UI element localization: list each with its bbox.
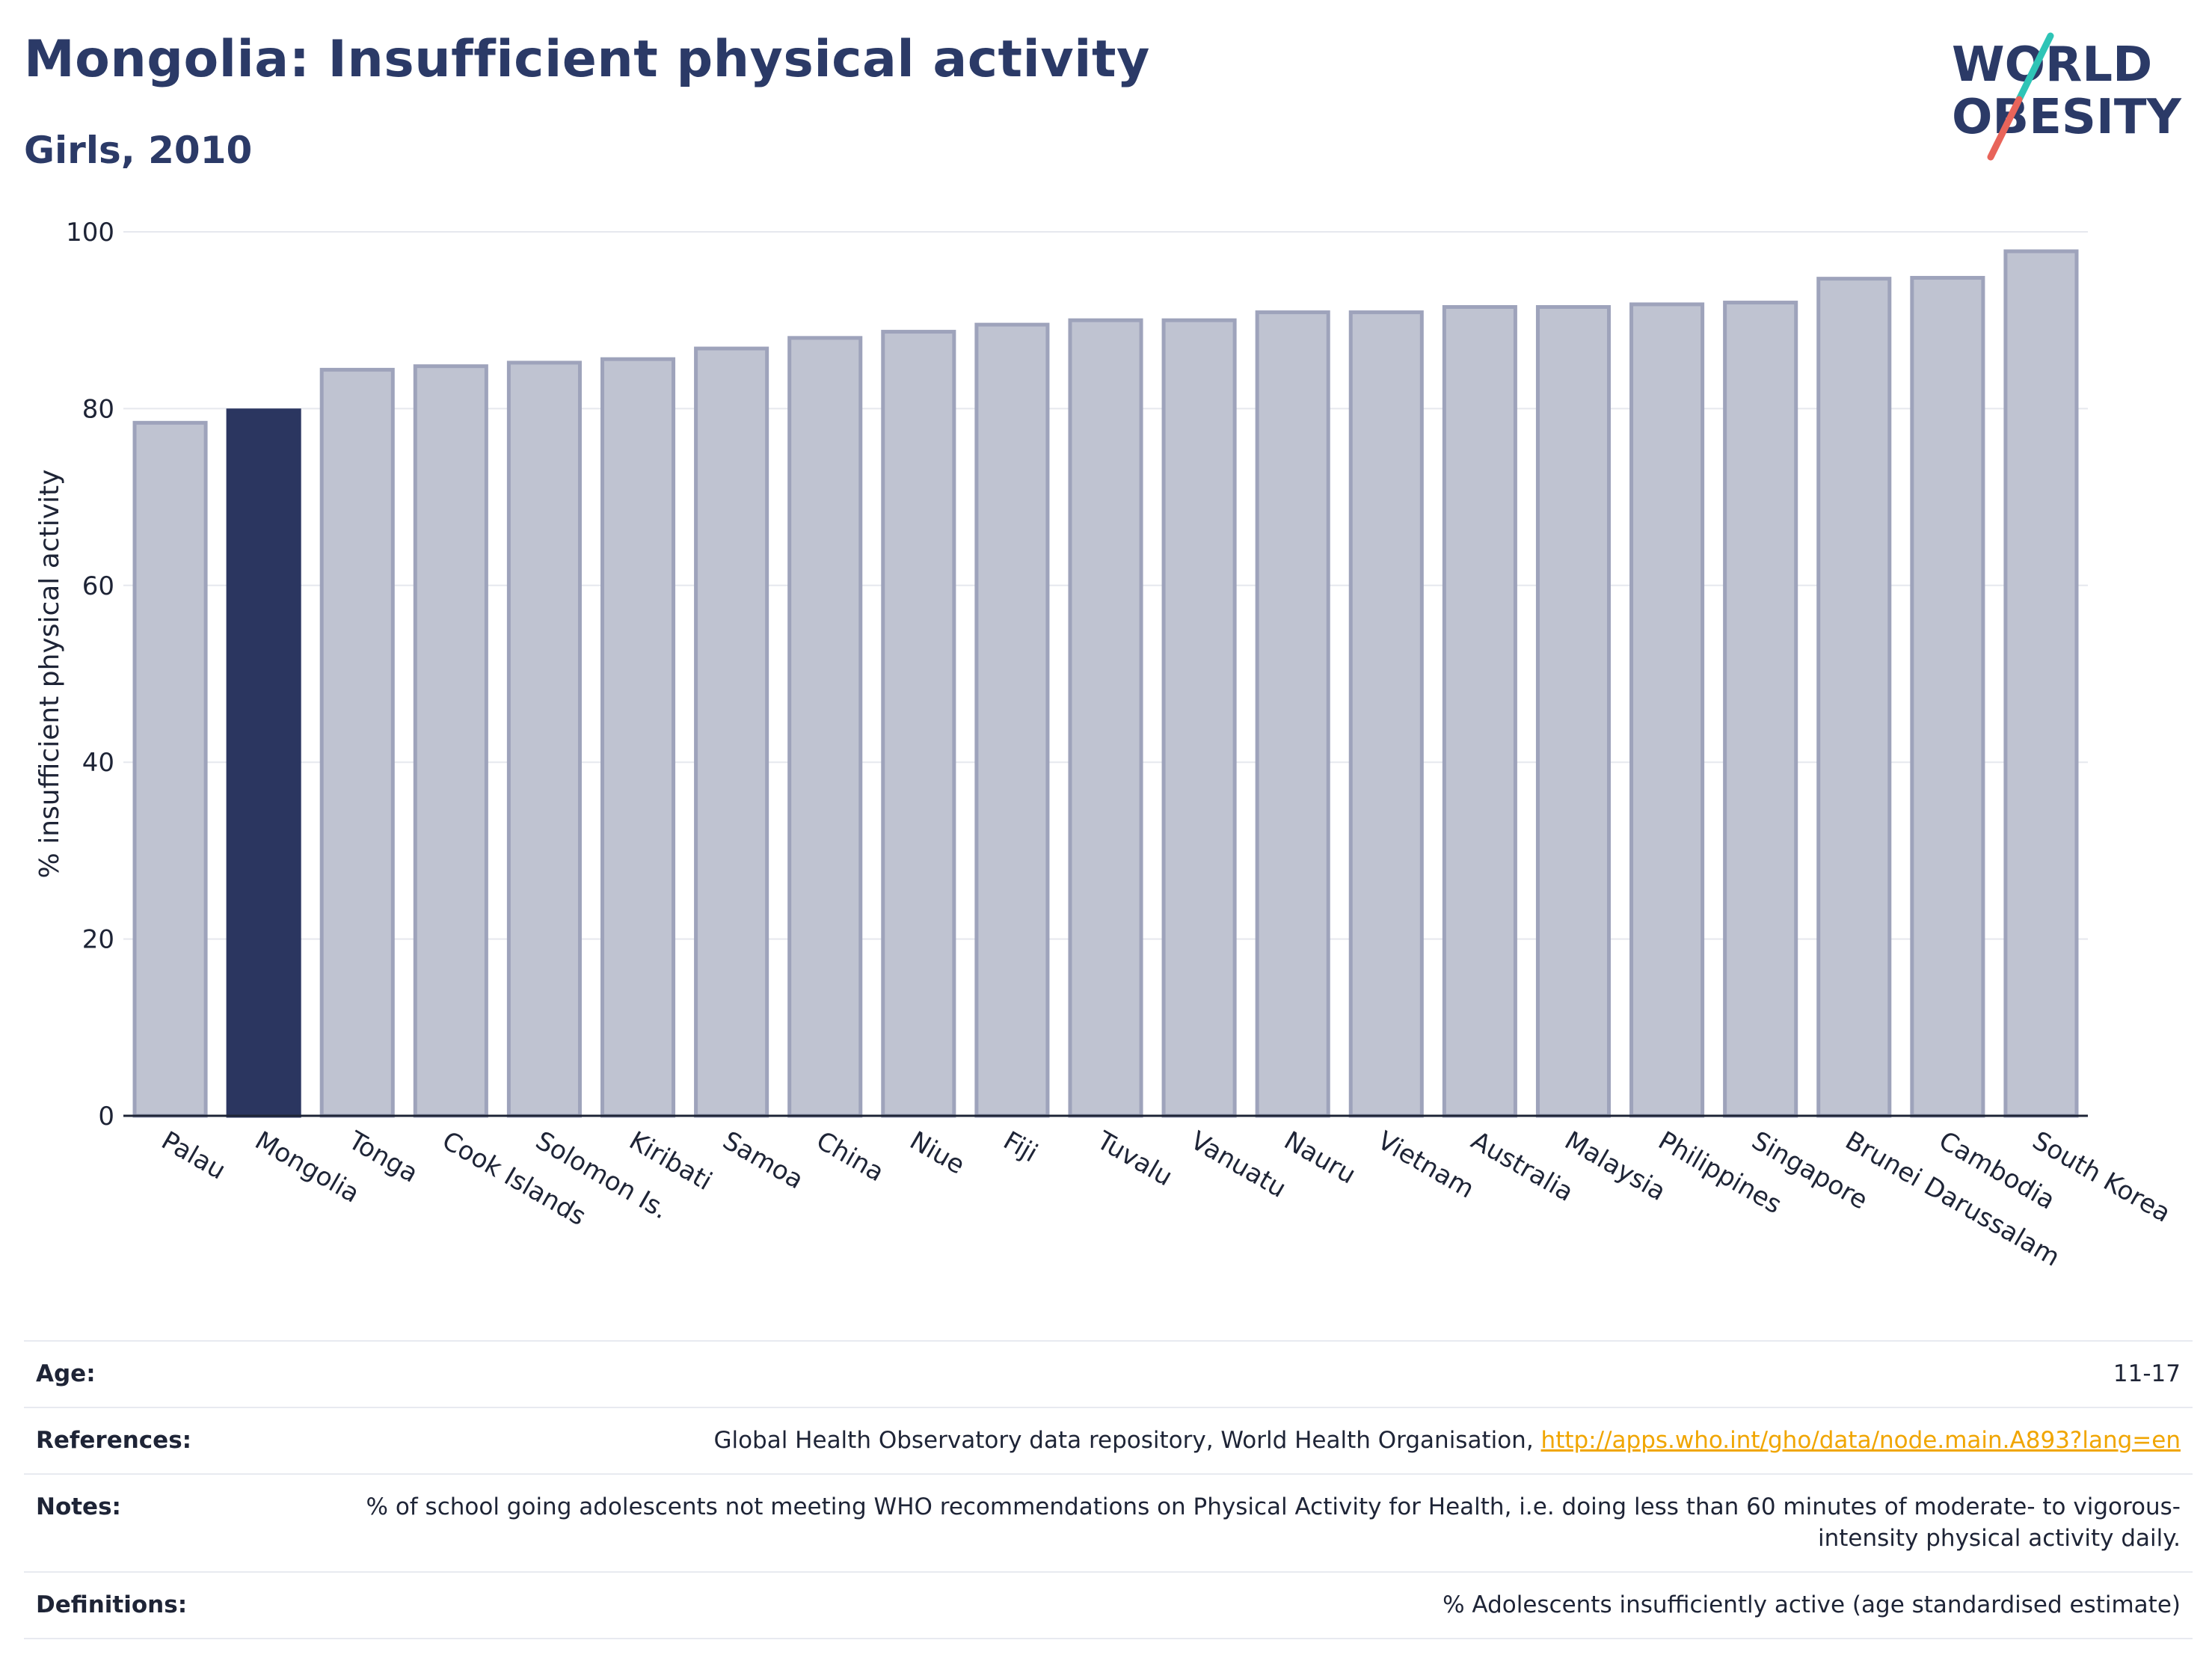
y-axis-label: % insufficient physical activity: [34, 470, 65, 879]
x-tick-label: South Korea: [2027, 1126, 2175, 1229]
x-tick-label: Samoa: [718, 1126, 808, 1195]
bar: [2003, 249, 2079, 1118]
info-label: Notes:: [36, 1493, 121, 1520]
bar: [694, 346, 769, 1118]
y-tick-label: 20: [82, 925, 114, 955]
x-tick-label: Tuvalu: [1091, 1126, 1177, 1193]
bar: [787, 336, 863, 1118]
info-row: Age: 11-17: [24, 1341, 2193, 1407]
info-value-text: % Adolescents insufficiently active (age…: [1443, 1591, 2181, 1619]
bar: [132, 420, 208, 1118]
x-tick-label: Palau: [156, 1126, 230, 1185]
bar: [1816, 277, 1892, 1118]
logo-slash-top: [2015, 32, 2054, 103]
x-tick-label: Vietnam: [1372, 1126, 1479, 1205]
bar: [881, 330, 956, 1118]
y-tick-label: 40: [82, 748, 114, 778]
bar: [1910, 275, 1985, 1118]
x-tick-label: Niue: [905, 1126, 970, 1180]
x-tick-label: Fiji: [998, 1126, 1042, 1168]
y-tick-label: 100: [66, 218, 114, 248]
info-value-text: Global Health Observatory data repositor…: [713, 1426, 1541, 1454]
x-tick-label: China: [811, 1126, 889, 1188]
logo-line-2: OBESITY: [1952, 90, 2181, 145]
info-label: References:: [36, 1426, 192, 1454]
y-tick-label: 60: [82, 571, 114, 601]
info-value: 11-17: [295, 1341, 2193, 1407]
info-value: Global Health Observatory data repositor…: [295, 1407, 2193, 1474]
bar: [1535, 304, 1612, 1118]
info-row: References: Global Health Observatory dat…: [24, 1407, 2193, 1474]
logo-slash-bottom: [1987, 96, 2023, 161]
reference-link[interactable]: http://apps.who.int/gho/data/node.main.A…: [1540, 1426, 2181, 1454]
bar: [1629, 302, 1705, 1118]
x-tick-label: Vanuatu: [1185, 1126, 1291, 1204]
bar: [506, 360, 582, 1118]
bar: [1723, 301, 1798, 1118]
info-table: Age: 11-17 References: Global Health Observ…: [24, 1340, 2193, 1639]
y-tick-label: 0: [98, 1102, 114, 1132]
bar: [413, 364, 488, 1118]
info-value: % Adolescents insufficiently active (age…: [295, 1572, 2193, 1639]
world-obesity-logo: WORLD OBESITY: [1952, 32, 2181, 161]
bar: [1161, 318, 1237, 1118]
x-tick-label: Malaysia: [1559, 1126, 1671, 1207]
bar-highlighted: [226, 408, 301, 1118]
info-value: % of school going adolescents not meetin…: [295, 1474, 2193, 1573]
info-row: Notes: % of school going adolescents not …: [24, 1473, 2193, 1573]
x-tick-label: Nauru: [1279, 1126, 1361, 1190]
bar: [974, 322, 1050, 1118]
bar: [1442, 304, 1517, 1118]
x-tick-label: Mongolia: [250, 1126, 364, 1209]
bar: [319, 367, 395, 1118]
info-row: Definitions: % Adolescents insufficiently…: [24, 1572, 2193, 1639]
logo-line-1: WORLD: [1952, 37, 2152, 93]
bar: [1068, 318, 1143, 1118]
x-tick-label: Australia: [1466, 1126, 1578, 1208]
info-value-text: 11-17: [2113, 1360, 2181, 1387]
y-tick-label: 80: [82, 394, 114, 424]
bars: [132, 249, 2079, 1118]
bar: [600, 357, 676, 1118]
chart-subtitle: Girls, 2010: [24, 129, 253, 172]
chart-title: Mongolia: Insufficient physical activity: [24, 30, 1150, 89]
info-value-text: % of school going adolescents not meetin…: [366, 1493, 2181, 1553]
y-tick-labels: 0 20 40 60 80 100: [66, 218, 114, 1132]
bar: [1348, 310, 1424, 1118]
info-label: Definitions:: [36, 1591, 188, 1619]
bar: [1255, 310, 1330, 1118]
info-label: Age:: [36, 1360, 96, 1387]
